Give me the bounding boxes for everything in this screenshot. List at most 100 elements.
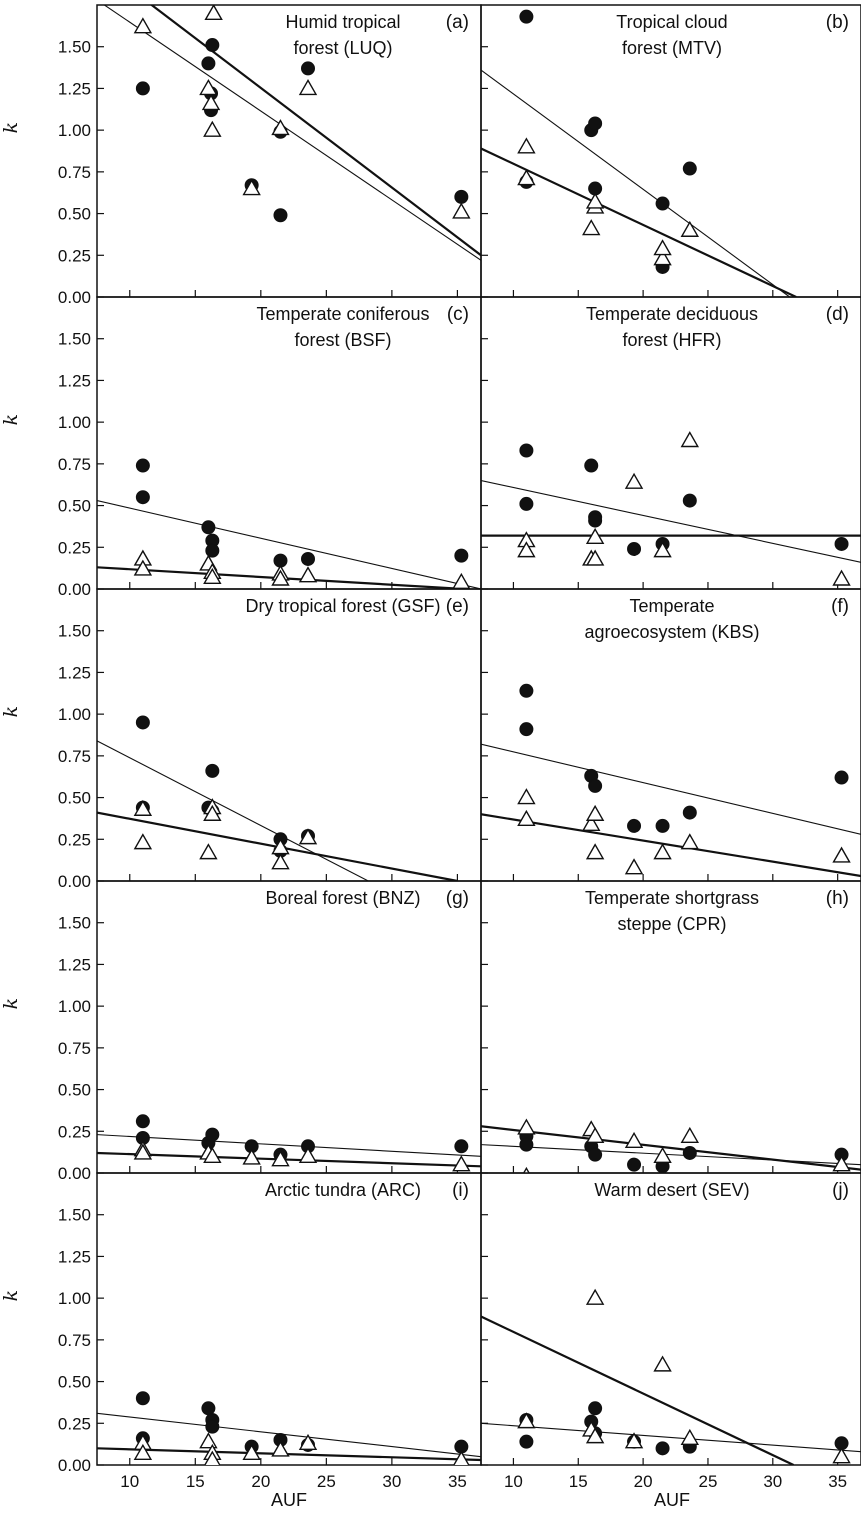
x-axis-title-right: AUF [654, 1490, 690, 1510]
data-point-circle-f [683, 806, 696, 819]
data-point-triangle-a [272, 120, 288, 134]
panel-title-f: Temperate [629, 596, 714, 616]
data-point-triangle-b [518, 139, 534, 153]
data-point-triangle-d [834, 571, 850, 585]
data-point-circle-b [683, 162, 696, 175]
data-point-circle-c [202, 521, 215, 534]
y-tick-label-i: 1.25 [58, 1247, 91, 1266]
data-point-circle-i [202, 1402, 215, 1415]
panel-letter-a: (a) [446, 12, 469, 33]
fit-line-thin-f [481, 744, 861, 834]
panel-letter-h: (h) [826, 888, 849, 909]
fit-line-thin-d [481, 481, 861, 563]
data-point-circle-d [520, 444, 533, 457]
data-point-circle-j [656, 1442, 669, 1455]
panel-title-g: Boreal forest (BNZ) [265, 888, 420, 908]
data-point-triangle-j [655, 1357, 671, 1371]
data-point-circle-c [206, 544, 219, 557]
y-tick-label-c: 1.50 [58, 330, 91, 349]
panel-d: Temperate deciduousforest (HFR)(d) [481, 297, 861, 589]
panel-title-a: Humid tropical [285, 12, 400, 32]
data-point-circle-c [136, 459, 149, 472]
data-point-circle-a [302, 62, 315, 75]
data-point-triangle-b [682, 222, 698, 236]
data-point-circle-b [589, 117, 602, 130]
y-tick-label-c: 0.50 [58, 497, 91, 516]
fit-line-thick-f [481, 814, 861, 876]
panel-title-e: Dry tropical forest (GSF) [245, 596, 440, 616]
panel-title-h: steppe (CPR) [617, 914, 726, 934]
y-tick-label-e: 0.25 [58, 830, 91, 849]
panel-title-d: forest (HFR) [623, 330, 722, 350]
y-axis-title-a: k [0, 122, 22, 134]
panel-j: 10 15 20 25 30 35Warm desert (SEV) (j) [481, 1173, 861, 1491]
y-tick-label-a: 0.50 [58, 205, 91, 224]
plot-area-d [481, 432, 861, 584]
panel-letter-b: (b) [826, 12, 849, 33]
data-point-triangle-h [518, 1120, 534, 1134]
data-point-circle-f [656, 819, 669, 832]
data-point-triangle-a [135, 19, 151, 33]
y-tick-label-g: 1.25 [58, 955, 91, 974]
plot-area-g [97, 1115, 481, 1171]
x-tick-label-i: 35 [448, 1472, 467, 1491]
y-tick-label-i: 0.50 [58, 1373, 91, 1392]
y-tick-label-e: 0.50 [58, 789, 91, 808]
panel-frame-a [97, 5, 481, 297]
data-point-circle-i [136, 1392, 149, 1405]
x-tick-label-j: 25 [699, 1472, 718, 1491]
x-axis-title-left: AUF [271, 1490, 307, 1510]
data-point-circle-f [628, 819, 641, 832]
data-point-triangle-e [272, 855, 288, 869]
y-tick-label-a: 1.00 [58, 121, 91, 140]
data-point-circle-a [202, 57, 215, 70]
data-point-circle-j [589, 1402, 602, 1415]
panel-letter-i: (i) [452, 1180, 469, 1201]
data-point-circle-d [628, 542, 641, 555]
panel-frame-i [97, 1173, 481, 1465]
x-tick-label-j: 20 [634, 1472, 653, 1491]
data-point-circle-d [585, 459, 598, 472]
y-axis-title-i: k [0, 1290, 22, 1302]
y-tick-label-e: 0.00 [58, 872, 91, 891]
panel-b: Tropical cloudforest (MTV)(b) [481, 5, 861, 297]
plot-area-f [481, 684, 861, 876]
data-point-circle-a [274, 209, 287, 222]
data-point-triangle-a [204, 122, 220, 136]
data-point-circle-f [520, 684, 533, 697]
data-point-circle-b [520, 10, 533, 23]
panel-h: Temperate shortgrass steppe (CPR) (h) [481, 881, 861, 1182]
y-tick-label-g: 0.25 [58, 1122, 91, 1141]
panel-g: 0.000.250.500.751.001.251.50kBoreal fore… [0, 881, 481, 1183]
data-point-triangle-d [626, 474, 642, 488]
x-tick-label-j: 30 [763, 1472, 782, 1491]
x-tick-label-i: 10 [120, 1472, 139, 1491]
data-point-triangle-f [682, 835, 698, 849]
plot-area-e [97, 716, 457, 881]
data-point-circle-d [589, 514, 602, 527]
data-point-triangle-f [518, 790, 534, 804]
panel-title-h: Temperate shortgrass [585, 888, 759, 908]
panel-frame-e [97, 589, 481, 881]
data-point-circle-g [455, 1140, 468, 1153]
data-point-triangle-f [518, 811, 534, 825]
panel-title-i: Arctic tundra (ARC) [265, 1180, 421, 1200]
y-tick-label-i: 1.50 [58, 1206, 91, 1225]
data-point-circle-i [206, 1420, 219, 1433]
data-point-circle-c [455, 549, 468, 562]
y-tick-label-i: 0.25 [58, 1414, 91, 1433]
plot-area-a [97, 0, 481, 260]
data-point-triangle-b [583, 221, 599, 235]
y-tick-label-g: 0.00 [58, 1164, 91, 1183]
panel-title-j: Warm desert (SEV) [594, 1180, 749, 1200]
y-tick-label-i: 0.00 [58, 1456, 91, 1475]
data-point-triangle-j [587, 1290, 603, 1304]
panel-letter-e: (e) [446, 596, 469, 617]
y-tick-label-a: 0.75 [58, 163, 91, 182]
fit-line-thin-a [97, 0, 481, 260]
plot-area-j [481, 1290, 861, 1465]
data-point-triangle-c [453, 574, 469, 588]
data-point-triangle-c [300, 568, 316, 582]
panel-c: 0.000.250.500.751.001.251.50kTemperate c… [0, 297, 481, 599]
